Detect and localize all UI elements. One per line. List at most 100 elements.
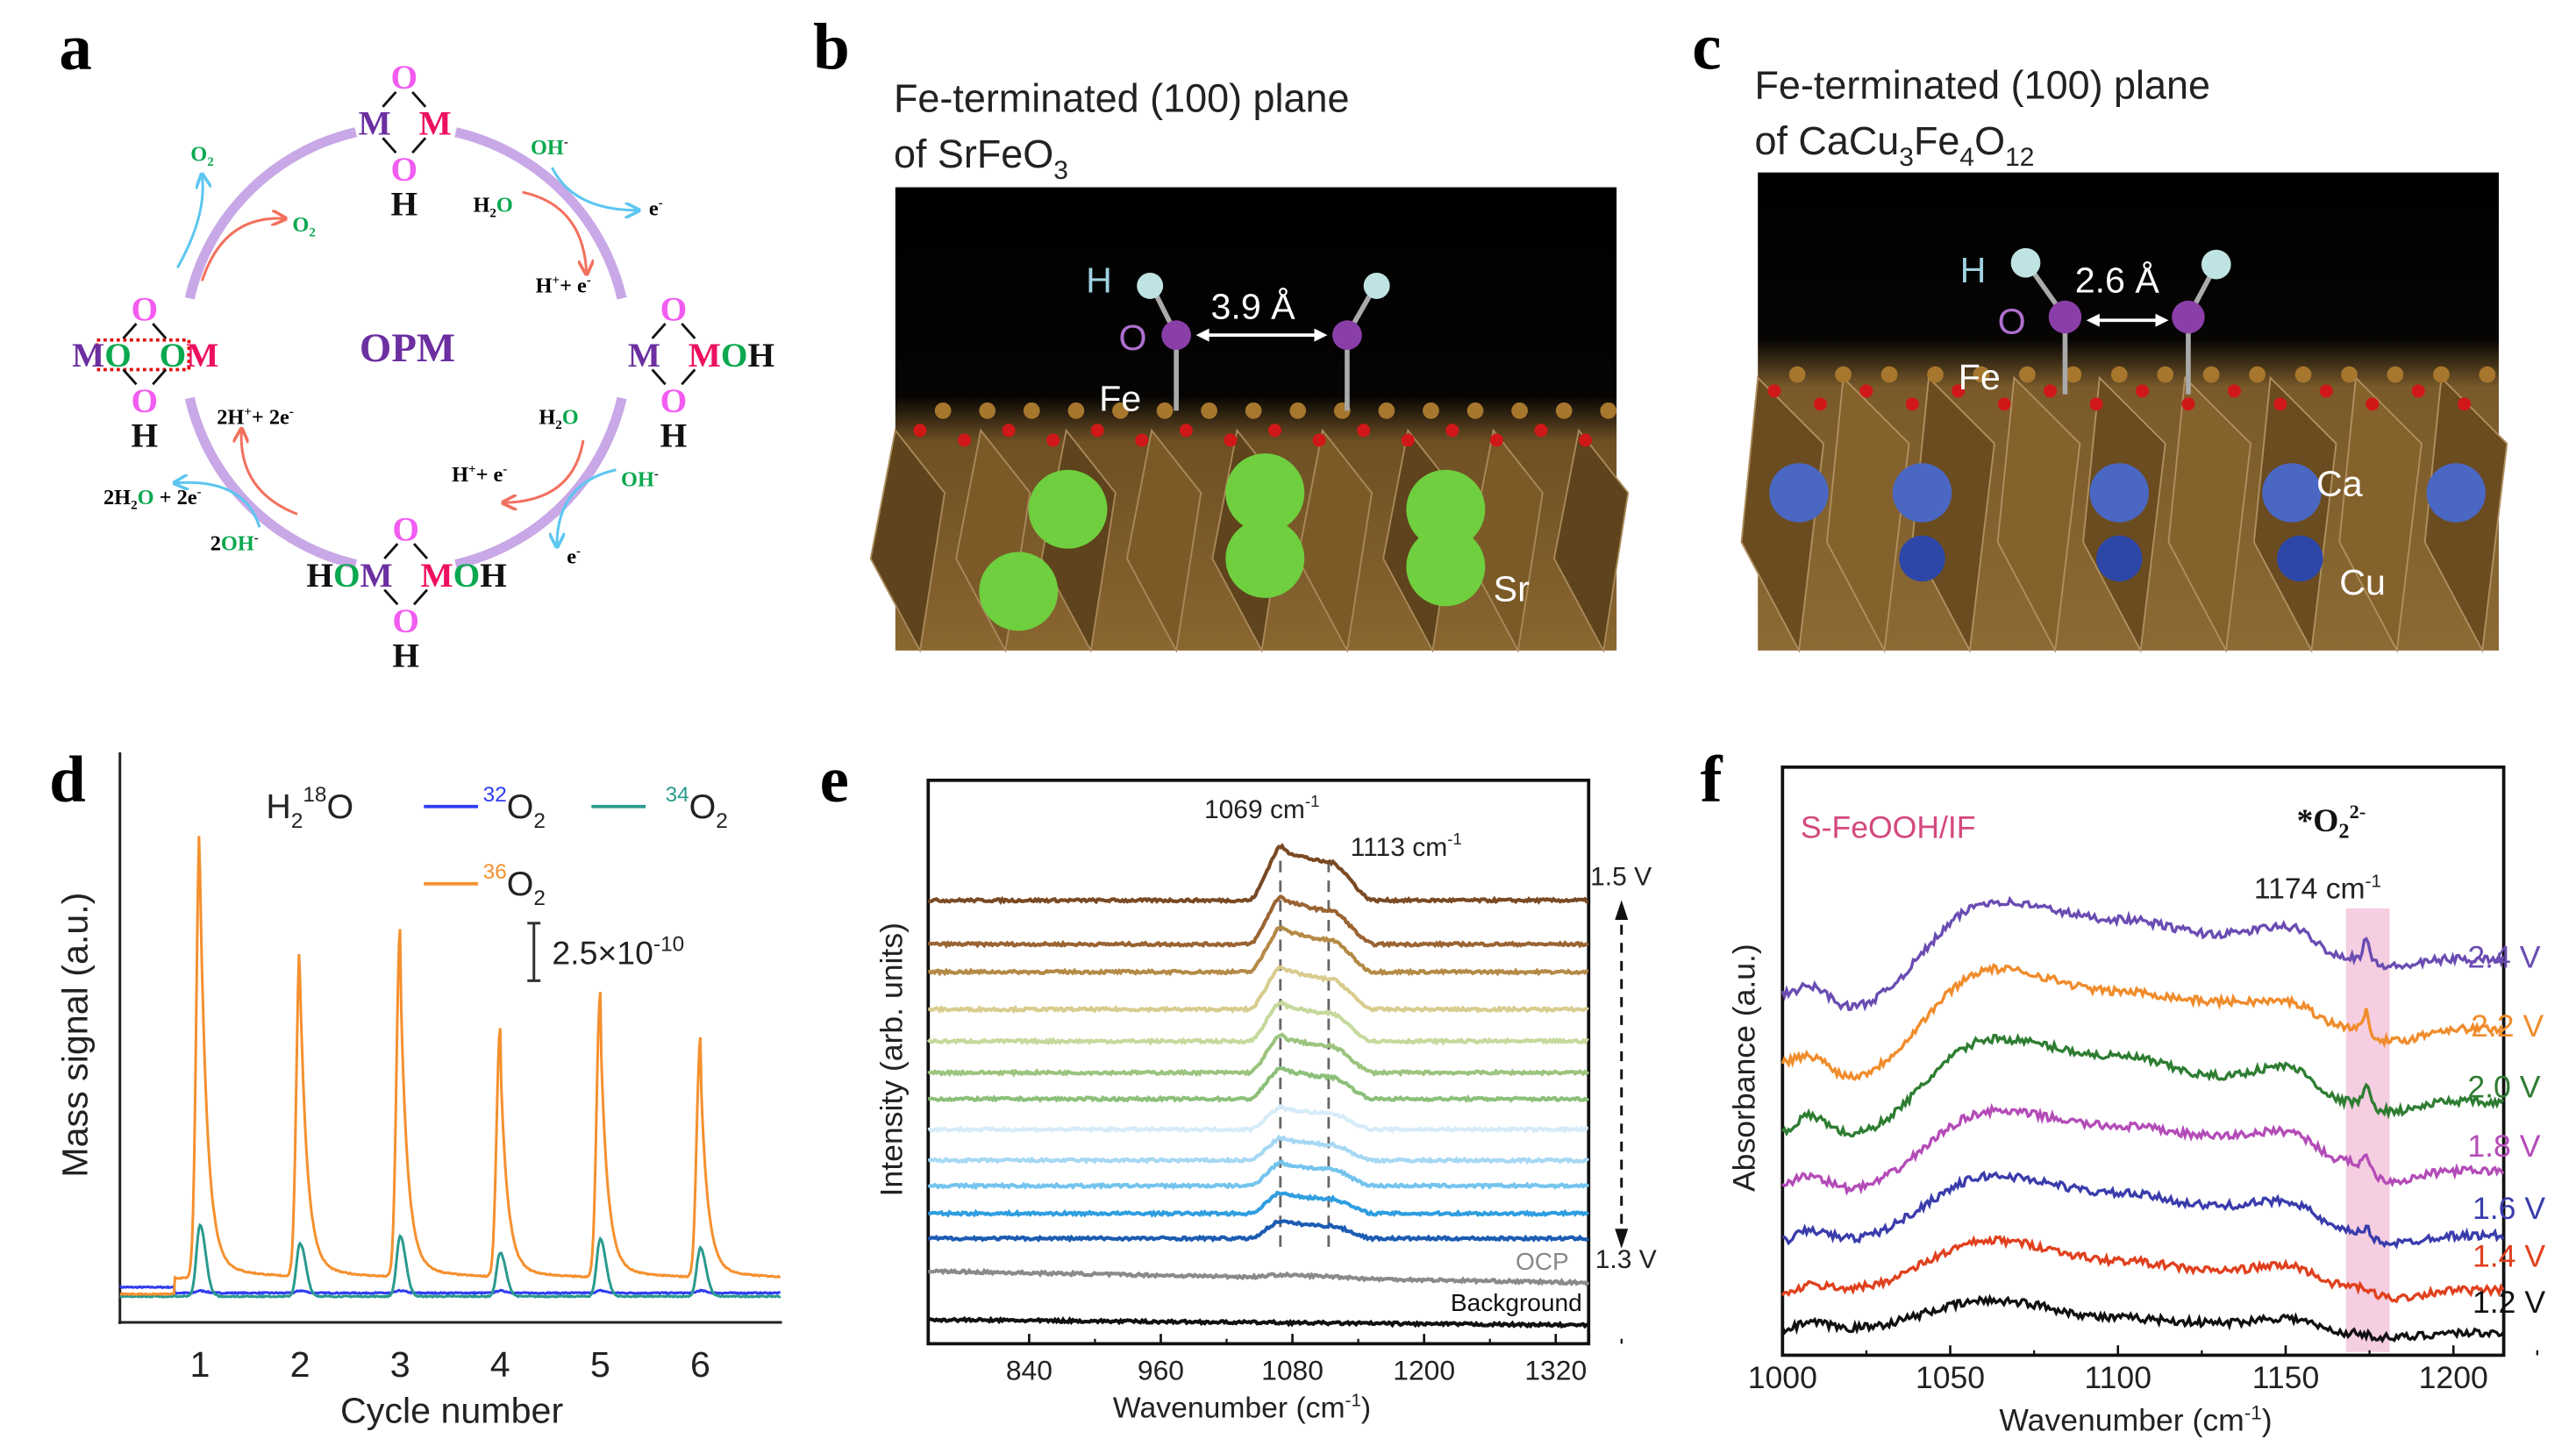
left-group: MO [72, 336, 132, 374]
panel-letter-d: d [49, 744, 86, 816]
bond-line [122, 323, 138, 339]
o-atom [1224, 433, 1238, 447]
panel-letter-c: c [1692, 11, 1721, 84]
ref-label-1113: 1113 cm-1 [1351, 830, 1462, 862]
bond-line [651, 368, 667, 386]
reference-lines [1279, 860, 1331, 1252]
series-line-potential-8 [927, 1104, 1588, 1135]
panel-letter-e: e [820, 744, 849, 816]
opm-label: OPM [360, 325, 455, 371]
fe-atom [2019, 366, 2036, 383]
panel-b-title-line2: of SrFeO3 [894, 132, 1068, 185]
series-label-1.4v: 1.4 V [2473, 1238, 2545, 1273]
o-atom [2411, 384, 2425, 398]
series-line-32o2 [118, 1285, 781, 1296]
ring-segment [184, 127, 358, 300]
x-tick-label: 1000 [1748, 1360, 1817, 1395]
octahedron [1296, 428, 1374, 653]
panel-c-title-line2: of CaCu3Fe4O12 [1754, 118, 2034, 172]
legend-title: H218O [266, 783, 353, 833]
arrow-oh-bottom-right [557, 468, 617, 545]
x-axis-label: Cycle number [340, 1390, 563, 1430]
series-line-potential-3 [927, 925, 1589, 977]
series-label-2.0v: 2.0 V [2467, 1069, 2540, 1104]
octahedron [2338, 375, 2423, 653]
series-line-potential-12 [928, 1219, 1589, 1243]
o-atom [958, 433, 971, 447]
ca-atom [1769, 463, 1829, 523]
atom-label-sr: Sr [1494, 569, 1530, 609]
fe-atom [1156, 402, 1174, 419]
sr-atom [1406, 527, 1486, 607]
label-2oh: 2OH- [211, 531, 259, 555]
species-label: *O22- [2297, 801, 2366, 843]
oxygen-bottom: O [390, 150, 417, 189]
series-line-34o2 [118, 1222, 781, 1300]
o-atom [2044, 384, 2058, 398]
o-atom [1312, 433, 1326, 447]
legend-label-32o2: 32O2 [483, 783, 546, 833]
fe-atom [2479, 366, 2496, 383]
plot-frame [926, 778, 1591, 1346]
x-tick-label: 1050 [1916, 1360, 1985, 1395]
bond-line [681, 368, 696, 386]
right-group: OM [160, 336, 219, 374]
ring-segment [454, 127, 627, 300]
series-group [118, 836, 781, 1300]
panel-b-title-line1: Fe-terminated (100) plane [894, 75, 1350, 120]
panel-e: e 840 960 1080 1200 1320 1069 cm-1 1113 cm-1… [820, 744, 1657, 1424]
series-line-1.4v [1780, 1235, 2505, 1304]
sr-atom [1225, 453, 1305, 532]
atom-label-fe: Fe [1099, 378, 1141, 418]
atom-label-h: H [1960, 250, 1987, 290]
series-line-2.0v [1780, 1032, 2505, 1138]
arrow-oh-top-right [551, 167, 637, 210]
panel-f: f 1000 1050 1100 1150 1200 2.4 V 2.2 V 2.0 V… [1701, 744, 2546, 1437]
atom-label-o: O [1998, 301, 2026, 341]
o-atom [1135, 433, 1149, 447]
panel-letter-a: a [59, 11, 91, 84]
x-tick-label: 1200 [1393, 1355, 1455, 1386]
fe-atom [1289, 402, 1307, 419]
label-h2o-top-right: H2O [473, 194, 512, 221]
bond-distance-label: 3.9 Å [1210, 286, 1295, 326]
fe-atom [1927, 366, 1944, 383]
label-e-top-right: e- [649, 196, 663, 220]
x-tick-label: 4 [490, 1344, 510, 1385]
x-axis-label: Wavenumber (cm-1) [1113, 1391, 1371, 1425]
ring-segment [454, 396, 627, 570]
oxygen-top: O [132, 289, 159, 328]
y-axis-label: Intensity (arb. units) [874, 923, 909, 1196]
bond-line [383, 588, 399, 606]
o-atom [1767, 384, 1781, 398]
x-tick-label: 1 [190, 1344, 211, 1385]
sr-atom [1225, 518, 1305, 598]
o-atom [2319, 384, 2333, 398]
fe-atom [1466, 402, 1484, 419]
srfeo3-structure-render [869, 187, 1630, 653]
potential-bottom-label: 1.3 V [1595, 1245, 1657, 1274]
x-tick-label: 3 [390, 1344, 410, 1385]
series-group [926, 843, 1590, 1329]
bond-line [411, 137, 427, 154]
label-o2-inner: O2 [292, 213, 315, 240]
background-label: Background [1451, 1289, 1582, 1316]
o-atom [1090, 424, 1104, 438]
o-atom [1401, 433, 1415, 447]
bond-distance-label: 2.6 Å [2075, 260, 2160, 300]
panel-b: b Fe-terminated (100) plane of SrFeO3 H … [813, 11, 1630, 653]
o-atom [1997, 397, 2011, 411]
series-line-36o2 [119, 836, 781, 1297]
bond-line [382, 90, 397, 108]
o-atom [1445, 424, 1459, 438]
hydrogen: H [390, 184, 417, 223]
o-atom [1179, 424, 1193, 438]
o-atom [1489, 433, 1503, 447]
sr-atom [979, 552, 1059, 631]
x-tick-label: 1100 [2085, 1360, 2152, 1395]
series-label-2.4v: 2.4 V [2467, 939, 2540, 974]
series-line-2.4v [1780, 895, 2505, 1012]
atom-label-ca: Ca [2316, 464, 2363, 504]
